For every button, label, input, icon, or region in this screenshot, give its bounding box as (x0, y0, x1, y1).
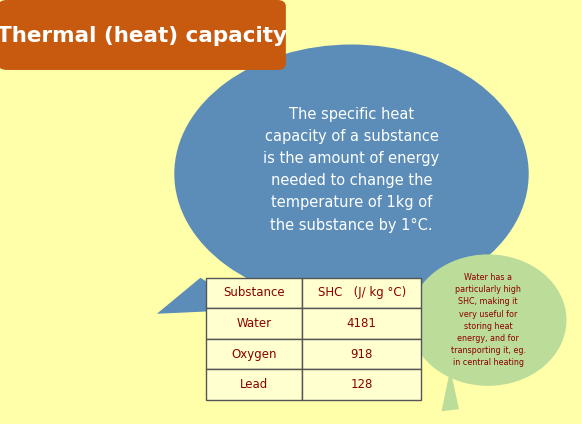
Ellipse shape (174, 45, 529, 303)
Text: 4181: 4181 (347, 317, 376, 330)
FancyBboxPatch shape (302, 308, 421, 339)
Text: 128: 128 (350, 378, 373, 391)
Text: Water has a
particularly high
SHC, making it
very useful for
storing heat
energy: Water has a particularly high SHC, makin… (450, 273, 526, 367)
Polygon shape (442, 369, 459, 411)
Ellipse shape (410, 254, 566, 386)
Text: SHC   (J/ kg °C): SHC (J/ kg °C) (318, 287, 406, 299)
Text: Oxygen: Oxygen (231, 348, 277, 360)
Text: Lead: Lead (240, 378, 268, 391)
Text: 918: 918 (350, 348, 373, 360)
FancyBboxPatch shape (206, 278, 302, 308)
FancyBboxPatch shape (302, 339, 421, 369)
FancyBboxPatch shape (302, 278, 421, 308)
Text: Substance: Substance (223, 287, 285, 299)
Text: The specific heat
capacity of a substance
is the amount of energy
needed to chan: The specific heat capacity of a substanc… (263, 106, 440, 233)
Text: Thermal (heat) capacity: Thermal (heat) capacity (0, 26, 288, 47)
Polygon shape (157, 278, 250, 314)
FancyBboxPatch shape (302, 369, 421, 400)
FancyBboxPatch shape (0, 0, 286, 70)
FancyBboxPatch shape (206, 339, 302, 369)
FancyBboxPatch shape (206, 308, 302, 339)
Text: Water: Water (236, 317, 272, 330)
FancyBboxPatch shape (206, 369, 302, 400)
